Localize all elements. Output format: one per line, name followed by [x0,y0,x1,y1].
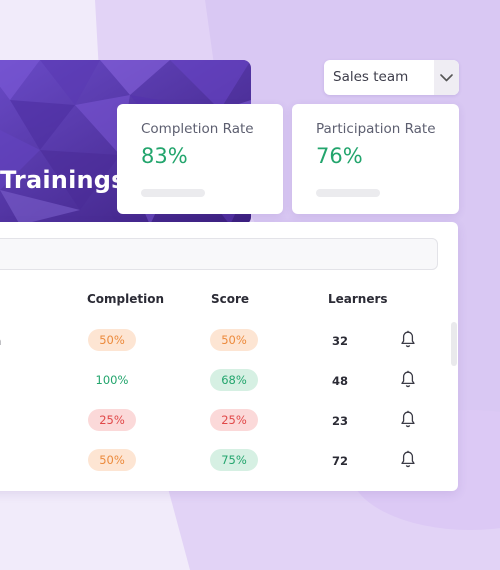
column-header-learners[interactable]: Learners [328,292,388,306]
score-badge: 50% [210,329,258,351]
score-badge: 75% [210,449,258,471]
table-row[interactable]: 25% 25% 23 [0,402,438,442]
team-select-toggle[interactable] [434,60,459,95]
team-select-value: Sales team [333,69,409,85]
chevron-down-icon [440,74,453,82]
stat-label: Completion Rate [141,121,254,137]
learners-count: 72 [332,454,349,468]
completion-badge: 100% [95,373,129,387]
participation-rate-card: Participation Rate 76% [292,104,459,214]
page-title: Trainings [0,166,126,194]
column-header-completion[interactable]: Completion [87,292,165,306]
training-name: itch [0,334,1,348]
score-badge: 25% [210,409,258,431]
completion-badge: 50% [88,329,136,351]
learners-count: 32 [332,334,349,348]
table-row[interactable]: 100% 68% 48 [0,362,438,402]
stat-value: 76% [316,144,363,168]
stat-placeholder-bar [316,189,380,197]
table-row[interactable]: 50% 75% 72 [0,442,438,482]
completion-badge: 25% [88,409,136,431]
learners-count: 23 [332,414,349,428]
table-row[interactable]: itch 50% 50% 32 [0,322,438,362]
search-input[interactable] [0,238,438,270]
bell-icon[interactable] [400,330,416,350]
learners-count: 48 [332,374,349,388]
team-select[interactable]: Sales team [324,60,459,95]
trainings-table: Completion Score Learners itch 50% 50% 3… [0,222,458,491]
stat-placeholder-bar [141,189,205,197]
bell-icon[interactable] [400,410,416,430]
completion-badge: 50% [88,449,136,471]
column-header-score[interactable]: Score [211,292,250,306]
completion-rate-card: Completion Rate 83% [117,104,283,214]
bell-icon[interactable] [400,370,416,390]
bell-icon[interactable] [400,450,416,470]
stat-label: Participation Rate [316,121,436,137]
stat-value: 83% [141,144,188,168]
table-scrollbar[interactable] [451,322,457,366]
score-badge: 68% [210,369,258,391]
